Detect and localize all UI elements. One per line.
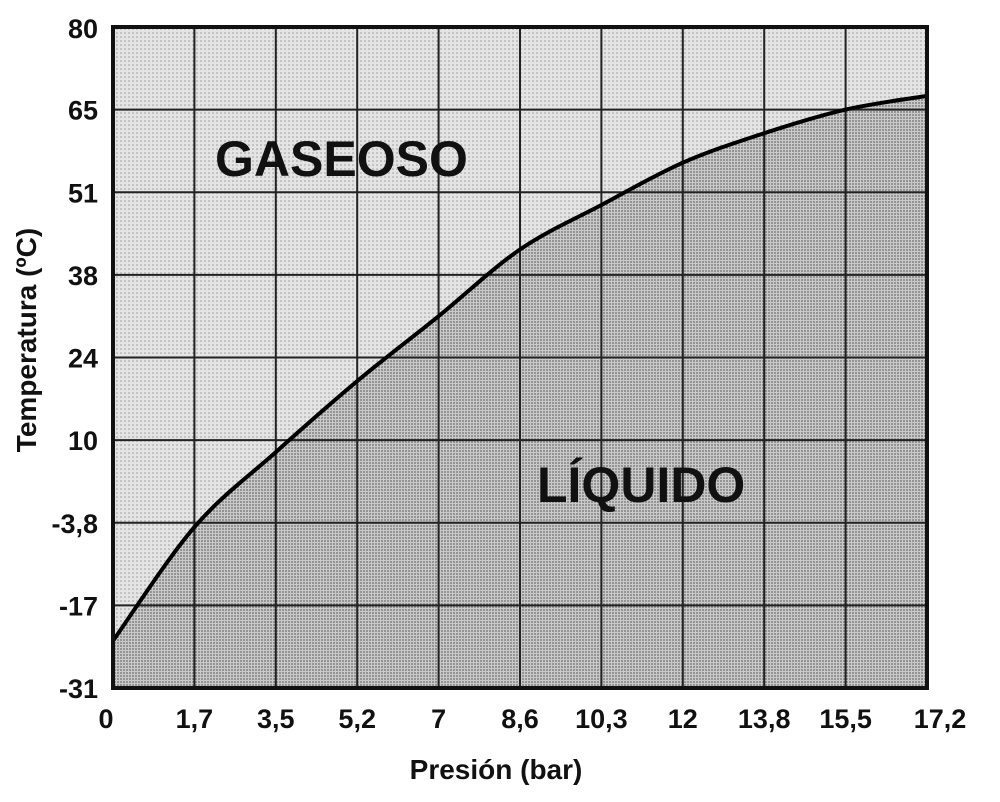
region-label-gaseoso: GASEOSO (215, 131, 468, 187)
x-tick-label: 17,2 (914, 704, 967, 734)
x-tick-label: 8,6 (501, 704, 539, 734)
x-tick-label: 13,8 (738, 704, 791, 734)
y-tick-label: 65 (68, 96, 98, 126)
x-tick-label: 0 (98, 704, 113, 734)
phase-boundary-line (111, 93, 928, 642)
y-tick-label: 24 (68, 344, 98, 374)
y-tick-label: 10 (68, 426, 98, 456)
y-tick-labels: 80 65 51 38 24 10 -3,8 -17 -31 (51, 14, 98, 704)
x-tick-labels: 0 1,7 3,5 5,2 7 8,6 10,3 12 13,8 15,5 17,2 (98, 704, 966, 734)
x-tick-label: 10,3 (575, 704, 628, 734)
grid-lines (113, 27, 927, 688)
y-tick-label: 38 (68, 261, 98, 291)
y-tick-label: 51 (68, 178, 98, 208)
x-axis-label: Presión (bar) (410, 754, 583, 785)
region-label-liquido: LÍQUIDO (537, 457, 745, 513)
y-axis-label: Temperatura (ºC) (11, 228, 42, 452)
x-tick-label: 1,7 (176, 704, 214, 734)
x-tick-label: 15,5 (819, 704, 872, 734)
y-tick-label: 80 (68, 14, 98, 44)
x-tick-label: 7 (431, 704, 446, 734)
y-tick-label: -31 (59, 674, 98, 704)
plot-frame (111, 25, 929, 690)
y-tick-label: -3,8 (51, 509, 98, 539)
x-tick-label: 5,2 (338, 704, 376, 734)
y-tick-label: -17 (59, 591, 98, 621)
x-tick-label: 12 (668, 704, 698, 734)
x-tick-label: 3,5 (257, 704, 295, 734)
